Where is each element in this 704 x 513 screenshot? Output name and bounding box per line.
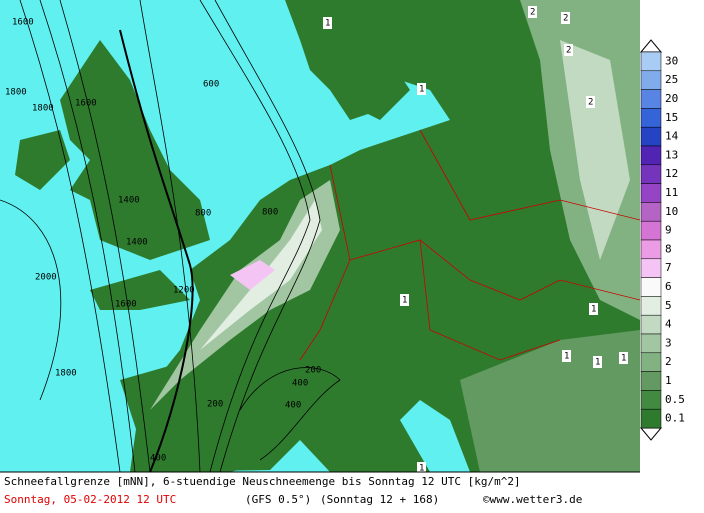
contour-label: 400	[292, 379, 308, 389]
legend-swatch	[640, 108, 662, 128]
legend-swatch	[640, 164, 662, 184]
legend-swatch	[640, 314, 662, 335]
legend-swatch	[640, 333, 662, 354]
legend-label: 15	[665, 111, 678, 124]
number-box	[562, 350, 571, 362]
legend-arrow	[639, 39, 663, 53]
contour-label: 1800	[55, 369, 77, 379]
map-number: 2	[588, 98, 593, 108]
map-number: 1	[325, 19, 330, 29]
legend-label: 6	[665, 280, 672, 293]
legend-label: 11	[665, 186, 678, 199]
legend-label: 5	[665, 299, 672, 312]
contour-label: 400	[150, 454, 166, 464]
legend-swatch	[640, 126, 662, 147]
site: ©www.wetter3.de	[483, 493, 582, 506]
map-number: 2	[563, 14, 568, 24]
caption: Schneefallgrenze [mNN], 6-stuendige Neus…	[4, 475, 521, 488]
contour-label: 800	[262, 208, 278, 218]
legend-label: 13	[665, 148, 678, 161]
legend-swatch	[640, 145, 662, 166]
legend-label: 1	[665, 374, 672, 387]
legend-label: 10	[665, 205, 678, 218]
number-box	[561, 12, 570, 24]
legend-swatch	[640, 51, 662, 72]
contour-label: 1400	[118, 196, 140, 206]
legend-label: 25	[665, 73, 678, 86]
legend-label: 8	[665, 242, 672, 255]
contour-label: 1200	[173, 286, 195, 296]
contour-label: 200	[305, 366, 321, 376]
contour-label: 1400	[126, 238, 148, 248]
contour-label: 800	[195, 209, 211, 219]
number-box	[586, 96, 595, 108]
legend-swatch	[640, 183, 662, 203]
legend-swatch	[640, 296, 662, 316]
contours	[0, 0, 341, 473]
map-number: 1	[564, 352, 569, 362]
number-box	[564, 44, 573, 56]
map-number: 1	[595, 358, 600, 368]
legend-swatch	[640, 70, 662, 90]
legend-label: 4	[665, 318, 672, 331]
contour-label: 1600	[12, 18, 34, 28]
number-box	[589, 303, 598, 315]
number-box	[400, 294, 409, 306]
legend-label: 2	[665, 355, 672, 368]
contour-label: 200	[207, 400, 223, 410]
map-number: 1	[419, 85, 424, 95]
number-box	[593, 356, 602, 368]
snow-area	[150, 0, 640, 472]
legend-label: 9	[665, 224, 672, 237]
legend-label: 14	[665, 130, 679, 143]
legend-label: 20	[665, 92, 678, 105]
legend-swatch	[640, 277, 662, 297]
map-number: 2	[530, 8, 535, 18]
number-box	[417, 83, 426, 95]
legend-label: 3	[665, 336, 672, 349]
legend-swatch	[640, 352, 662, 372]
map-number: 1	[591, 305, 596, 315]
legend-swatch	[640, 371, 662, 391]
legend-swatch	[640, 220, 662, 241]
land	[15, 0, 640, 472]
legend-swatch	[640, 89, 662, 109]
contour-label: 1800	[32, 104, 54, 114]
map-number: 2	[566, 46, 571, 56]
contour-label: 1800	[5, 88, 27, 98]
legend-label: 0.1	[665, 412, 685, 425]
number-box	[323, 17, 332, 29]
legend-swatch	[640, 408, 662, 429]
number-box	[619, 352, 628, 364]
contour-label: 1600	[115, 300, 137, 310]
legend-swatch	[640, 258, 662, 278]
number-box	[528, 6, 537, 18]
contour-label: 2000	[35, 273, 57, 283]
legend-label: 12	[665, 167, 678, 180]
map-number: 1	[402, 296, 407, 306]
footer	[0, 472, 640, 513]
contour-label: 1600	[75, 99, 97, 109]
legend-swatch	[640, 390, 662, 410]
map-number: 1	[419, 464, 424, 474]
contour-label: 400	[285, 401, 301, 411]
legend-arrow	[639, 427, 663, 441]
contour-label: 600	[203, 80, 219, 90]
run: (Sonntag 12 + 168)	[320, 493, 439, 506]
legend-label: 30	[665, 54, 678, 67]
model: (GFS 0.5°)	[245, 493, 311, 506]
legend: 30 25 20 15 14 13 12 11 10 9 8 7 6 5 4 3 2 1 0.5 0.1	[639, 39, 685, 441]
legend-label: 0.5	[665, 393, 685, 406]
borders	[299, 129, 641, 361]
number-box	[417, 462, 426, 474]
legend-swatch	[640, 202, 662, 222]
legend-label: 7	[665, 261, 672, 274]
map-number: 1	[621, 354, 626, 364]
legend-swatch	[640, 239, 662, 260]
date: Sonntag, 05-02-2012 12 UTC	[4, 493, 176, 506]
